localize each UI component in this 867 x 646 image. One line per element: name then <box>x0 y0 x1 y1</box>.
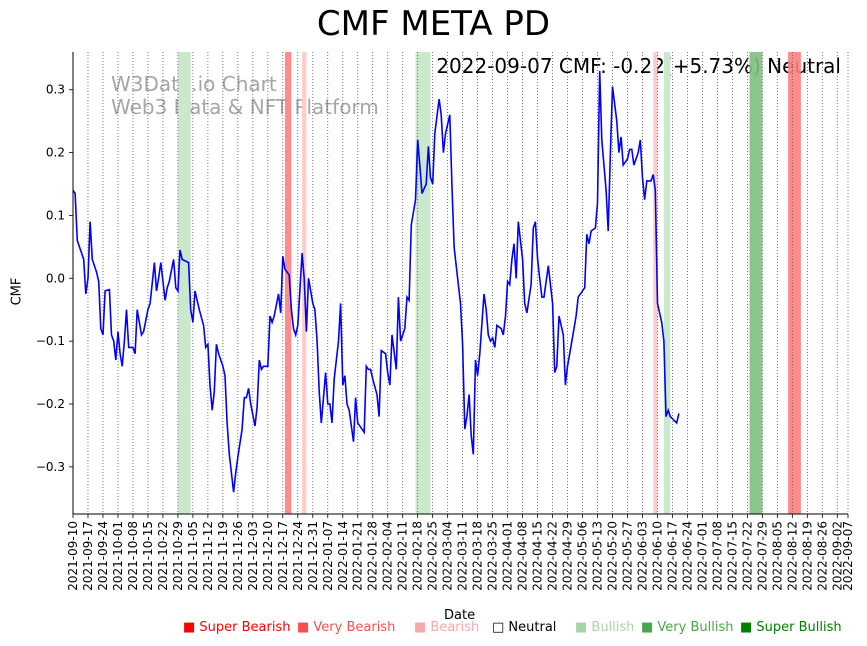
x-tick-label: 2022-05-06 <box>576 521 590 591</box>
y-tick-label: −0.2 <box>36 397 65 411</box>
y-tick-label: −0.1 <box>36 334 65 348</box>
x-tick-label: 2022-08-19 <box>800 521 814 591</box>
x-tick-label: 2022-01-21 <box>351 521 365 591</box>
watermark-line-1: W3Data.io Chart <box>111 72 277 96</box>
x-tick-label: 2022-09-02 <box>830 521 844 591</box>
x-tick-label: 2022-05-27 <box>620 521 634 591</box>
x-tick-label: 2022-04-01 <box>501 521 515 591</box>
x-tick-label: 2022-03-11 <box>456 521 470 591</box>
x-tick-label: 2022-02-04 <box>381 521 395 591</box>
x-tick-label: 2022-01-07 <box>321 521 335 591</box>
x-tick-label: 2022-04-29 <box>561 521 575 591</box>
x-tick-label: 2022-08-05 <box>770 521 784 591</box>
x-tick-label: 2021-09-10 <box>66 521 80 591</box>
y-tick-label: 0.0 <box>46 271 65 285</box>
legend-item-neutral: □ Neutral <box>492 620 557 635</box>
watermark-line-2: Web3 Data & NFT Platform <box>111 95 379 119</box>
x-tick-label: 2021-11-26 <box>231 521 245 591</box>
shaded-region-bullish <box>177 52 191 514</box>
x-tick-label: 2022-02-11 <box>396 521 410 591</box>
x-tick-label: 2022-08-26 <box>815 521 829 591</box>
x-tick-label: 2021-12-17 <box>276 521 290 591</box>
x-tick-label: 2021-09-17 <box>81 521 95 591</box>
x-tick-label: 2021-11-05 <box>186 521 200 591</box>
shaded-region-very-bearish <box>284 52 292 514</box>
shaded-region-bullish <box>663 52 671 514</box>
x-tick-label: 2022-01-14 <box>336 521 350 591</box>
x-tick-label: 2022-06-24 <box>680 521 694 591</box>
x-tick-label: 2021-12-03 <box>246 521 260 591</box>
x-tick-label: 2021-10-29 <box>171 521 185 591</box>
x-tick-label: 2022-07-08 <box>710 521 724 591</box>
shaded-region-bearish <box>653 52 658 514</box>
x-tick-label: 2021-10-01 <box>111 521 125 591</box>
legend-item-super-bearish: ■ Super Bearish <box>183 620 291 635</box>
shaded-region-very-bearish <box>788 52 801 514</box>
x-tick-label: 2022-06-10 <box>650 521 664 591</box>
x-tick-label: 2022-03-04 <box>441 521 455 591</box>
x-tick-label: 2021-12-24 <box>291 521 305 591</box>
y-tick-label: 0.2 <box>46 146 65 160</box>
x-tick-label: 2022-02-25 <box>426 521 440 591</box>
x-tick-label: 2021-10-08 <box>126 521 140 591</box>
x-tick-label: 2022-06-03 <box>635 521 649 591</box>
x-tick-label: 2022-09-07 <box>841 521 855 591</box>
legend-item-very-bullish: ■ Very Bullish <box>641 620 734 635</box>
chart-title: CMF META PD <box>316 4 551 44</box>
x-tick-label: 2021-10-15 <box>141 521 155 591</box>
x-tick-label: 2021-12-31 <box>306 521 320 591</box>
x-tick-label: 2022-03-25 <box>486 521 500 591</box>
legend-item-bullish: ■ Bullish <box>575 620 635 635</box>
x-tick-label: 2022-02-18 <box>411 521 425 591</box>
x-tick-label: 2022-08-12 <box>785 521 799 591</box>
legend-item-very-bearish: ■ Very Bearish <box>297 620 396 635</box>
x-tick-label: 2021-11-12 <box>201 521 215 591</box>
x-tick-label: 2021-09-24 <box>96 521 110 591</box>
x-tick-label: 2022-04-08 <box>516 521 530 591</box>
x-tick-label: 2022-03-18 <box>471 521 485 591</box>
y-tick-label: −0.3 <box>36 460 65 474</box>
y-tick-label: 0.1 <box>46 208 65 222</box>
x-tick-label: 2022-04-15 <box>531 521 545 591</box>
legend-item-bearish: ■ Bearish <box>414 620 480 635</box>
legend-item-super-bullish: ■ Super Bullish <box>740 620 842 635</box>
shaded-region-very-bullish <box>749 52 763 514</box>
y-tick-label: 0.3 <box>46 83 65 97</box>
latest-value-annotation: 2022-09-07 CMF: -0.22(+5.73%) Neutral <box>436 54 841 78</box>
x-tick-label: 2022-07-29 <box>755 521 769 591</box>
x-tick-label: 2022-05-20 <box>606 521 620 591</box>
x-tick-label: 2021-10-22 <box>156 521 170 591</box>
x-axis-label: Date <box>444 608 476 623</box>
x-tick-label: 2022-01-28 <box>366 521 380 591</box>
x-tick-label: 2022-06-17 <box>665 521 679 591</box>
x-tick-label: 2022-07-15 <box>725 521 739 591</box>
cmf-series-line <box>72 70 680 493</box>
x-tick-label: 2022-04-22 <box>546 521 560 591</box>
x-tick-label: 2021-12-10 <box>261 521 275 591</box>
x-tick-label: 2022-05-13 <box>591 521 605 591</box>
x-tick-label: 2022-07-22 <box>740 521 754 591</box>
x-tick-label: 2022-07-01 <box>695 521 709 591</box>
x-tick-label: 2021-11-19 <box>216 521 230 591</box>
